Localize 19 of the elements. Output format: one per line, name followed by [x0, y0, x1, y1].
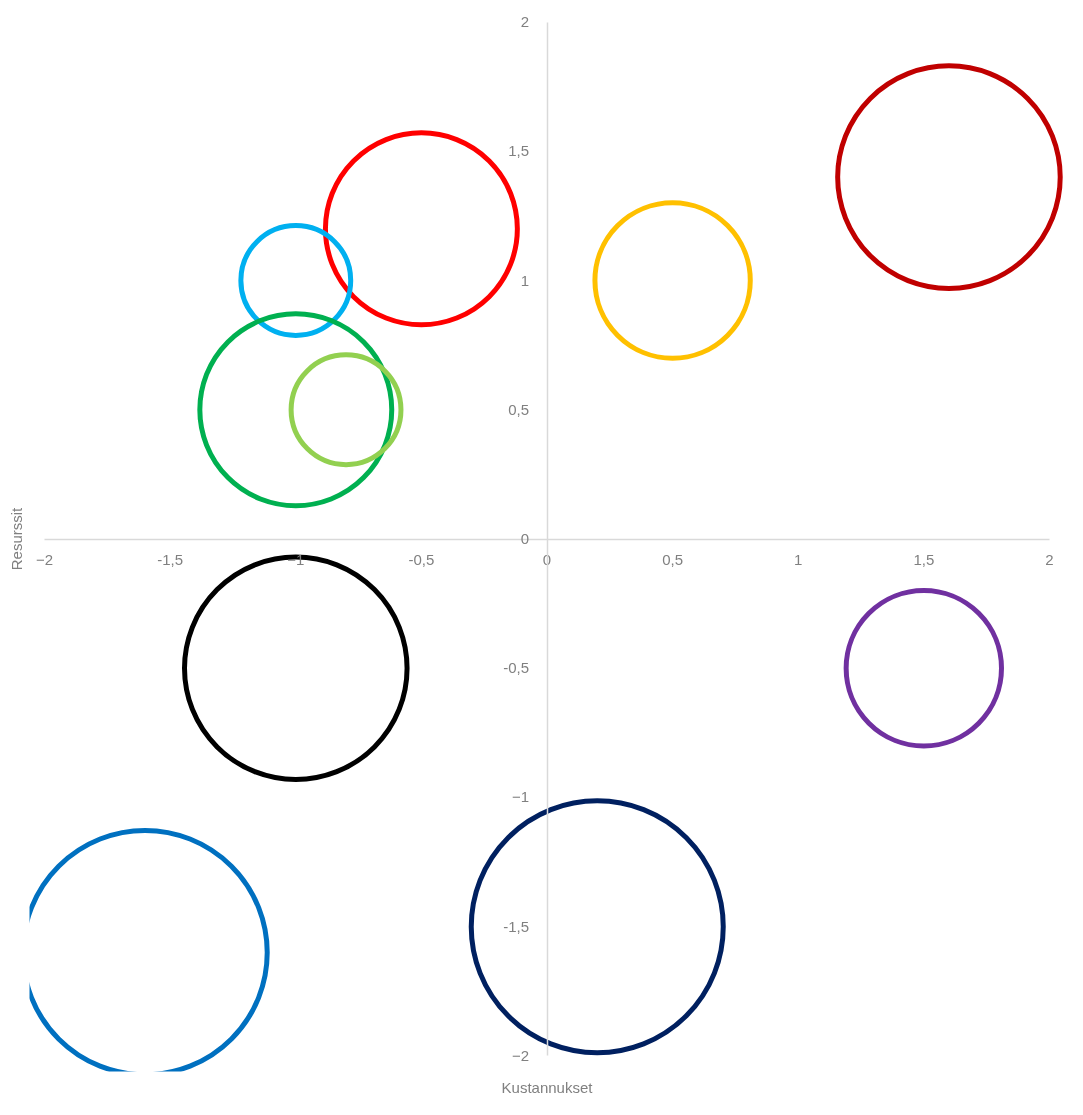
y-tick-label: -0,5 — [503, 659, 530, 677]
x-tick-label: −2 — [36, 551, 54, 568]
x-tick-label: -1,5 — [157, 551, 184, 568]
x-tick-label: 2 — [1045, 551, 1054, 568]
y-tick-label: 0,5 — [508, 400, 530, 418]
y-tick-label: 1 — [520, 271, 529, 289]
x-tick-label: −1 — [287, 551, 305, 568]
x-tick-label: -0,5 — [408, 551, 435, 568]
y-axis-title: Resurssit — [7, 506, 25, 571]
x-tick-label: 1,5 — [913, 551, 935, 568]
y-tick-label: 0 — [520, 530, 529, 547]
y-tick-label: 2 — [520, 13, 529, 31]
x-tick-label: 0,5 — [662, 551, 684, 568]
y-tick-label: −1 — [511, 788, 530, 806]
y-tick-label: 1,5 — [508, 142, 530, 160]
x-axis-title: Kustannukset — [501, 1078, 594, 1096]
y-tick-label: −2 — [511, 1046, 530, 1064]
x-tick-label: 1 — [794, 551, 803, 568]
y-tick-label: -1,5 — [503, 917, 530, 935]
